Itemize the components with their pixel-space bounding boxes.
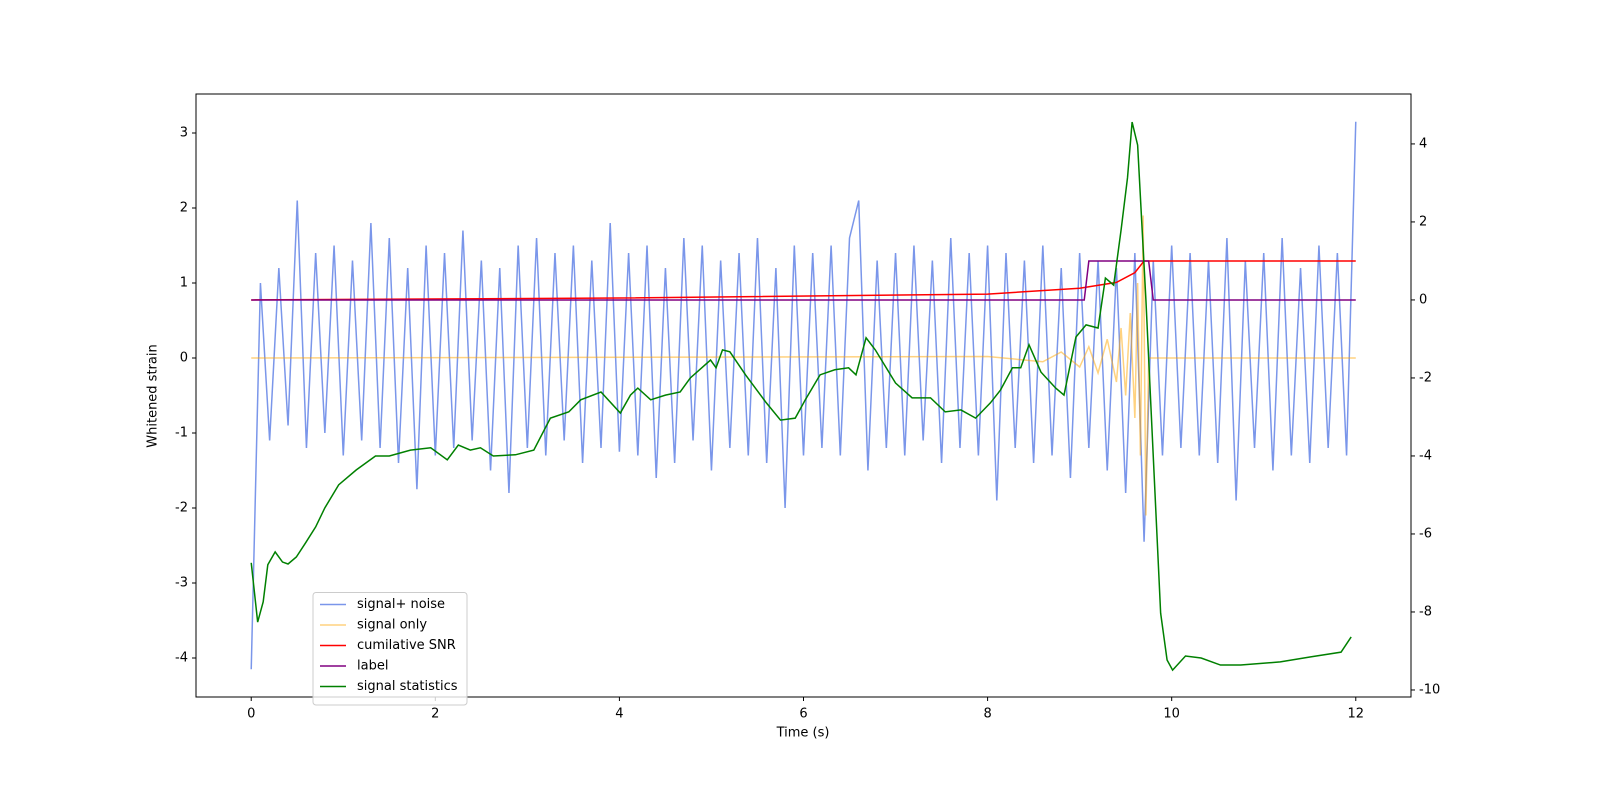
legend-label: signal only [357,618,427,633]
legend-label: label [357,659,388,674]
y2-tick-label: 2 [1419,214,1427,229]
x-tick-label: 12 [1347,707,1364,722]
y-tick-label: 1 [180,276,188,291]
x-tick-label: 2 [431,707,439,722]
y-tick-label: 2 [180,201,188,216]
x-tick-label: 10 [1163,707,1180,722]
y2-tick-label: -4 [1419,448,1432,463]
x-tick-label: 0 [247,707,255,722]
x-tick-label: 6 [799,707,807,722]
y-tick-label: -1 [175,426,188,441]
legend-label: cumilative SNR [357,638,456,653]
series-line [251,260,1356,301]
y2-tick-label: -2 [1419,370,1432,385]
series-line [250,121,1352,672]
x-axis-label: Time (s) [776,726,830,741]
y2-tick-label: 4 [1419,136,1427,151]
y-tick-label: 3 [180,126,188,141]
y-axis-label: Whitened strain [146,344,161,447]
x-tick-label: 4 [615,707,623,722]
y-tick-label: 0 [180,351,188,366]
series-line [250,121,1357,670]
y2-tick-label: -8 [1419,604,1432,619]
legend-box [312,592,468,706]
y2-tick-label: -6 [1419,526,1432,541]
series-line [251,215,1356,516]
y-tick-label: -3 [175,576,188,591]
y-tick-label: -4 [175,651,188,666]
y-tick-label: -2 [175,501,188,516]
x-tick-label: 8 [983,707,991,722]
y2-tick-label: 0 [1419,292,1427,307]
legend-label: signal statistics [357,679,458,694]
plot-frame [195,93,1412,698]
legend-label: signal+ noise [357,597,445,612]
y2-tick-label: -10 [1419,682,1440,697]
